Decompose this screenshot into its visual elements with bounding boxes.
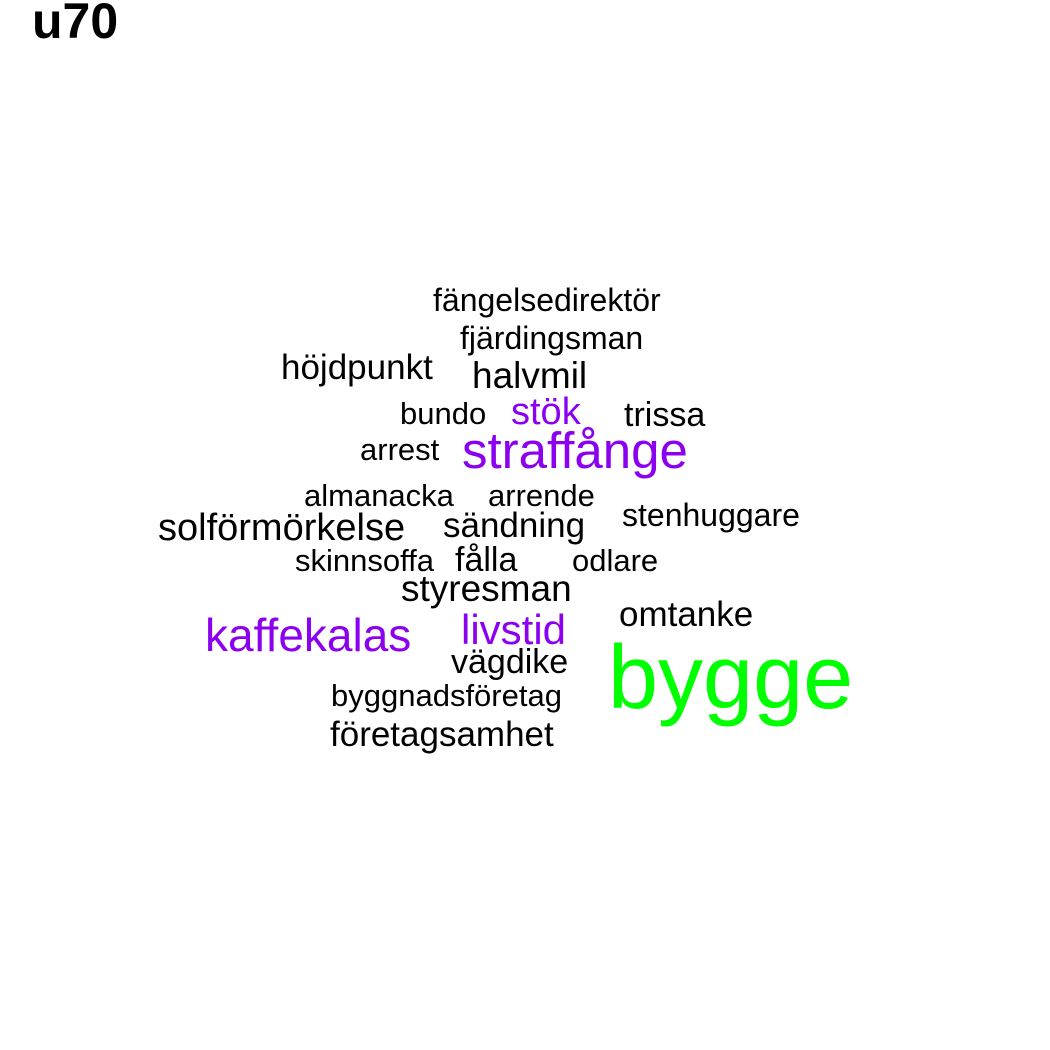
- word-1: fängelsedirektör: [433, 282, 661, 318]
- word-9: straffånge: [462, 422, 688, 479]
- chart-title: u70: [32, 0, 119, 49]
- word-23: bygge: [608, 628, 853, 728]
- word-16: fålla: [455, 541, 517, 579]
- word-7: trissa: [624, 396, 705, 434]
- word-25: företagsamhet: [330, 715, 554, 754]
- word-4: halvmil: [472, 355, 587, 396]
- word-13: solförmörkelse: [158, 507, 405, 549]
- word-6: stök: [511, 391, 582, 433]
- word-8: arrest: [360, 432, 440, 467]
- word-14: sändning: [443, 506, 585, 545]
- word-18: styresman: [401, 568, 572, 609]
- word-11: arrende: [488, 478, 595, 513]
- word-22: vägdike: [451, 643, 568, 681]
- word-5: bundo: [400, 396, 486, 431]
- word-17: odlare: [572, 543, 658, 578]
- word-2: fjärdingsman: [460, 320, 643, 356]
- word-10: almanacka: [304, 478, 455, 513]
- word-12: stenhuggare: [622, 497, 800, 533]
- word-24: byggnadsföretag: [331, 678, 562, 713]
- word-3: höjdpunkt: [281, 348, 433, 387]
- word-21: livstid: [461, 606, 566, 653]
- word-15: skinnsoffa: [295, 543, 435, 578]
- word-19: omtanke: [619, 595, 753, 634]
- word-20: kaffekalas: [205, 609, 411, 661]
